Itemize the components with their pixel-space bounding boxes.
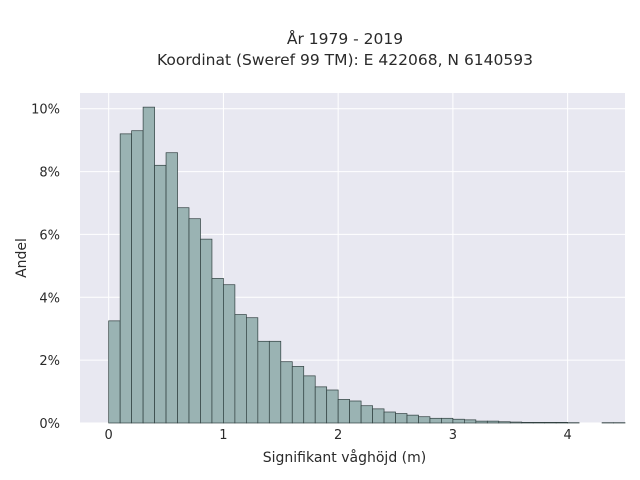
x-tick-label: 1 [219,428,227,443]
histogram-bar [188,218,201,424]
histogram-bar [246,317,259,424]
histogram-bar [337,399,350,424]
histogram-bar [280,361,293,424]
y-tick-label: 10% [31,103,60,118]
histogram-bar [154,164,167,424]
x-axis-label: Signifikant våghöjd (m) [263,449,426,466]
histogram-bar [349,400,362,424]
histogram-bar [119,133,132,424]
histogram-bar [544,422,557,424]
histogram-bar [486,420,500,424]
y-axis-ticks: 0% 2% 4% 6% 8% 10% [31,103,60,432]
histogram-bar [418,416,431,424]
histogram-bar [395,413,408,424]
histogram-bar [131,130,144,424]
histogram-bar [234,314,247,424]
histogram-bars [108,106,626,424]
y-axis-label: Andel [14,238,30,278]
histogram-bar [383,411,396,424]
histogram-bar [498,421,511,424]
histogram-bar [268,340,282,424]
histogram-bar [509,421,523,424]
x-tick-label: 0 [105,428,113,443]
chart-subtitle: Koordinat (Sweref 99 TM): E 422068, N 61… [157,51,533,69]
y-tick-label: 0% [39,417,60,432]
histogram-bar [429,417,442,424]
histogram-bar [314,386,328,424]
histogram-bar [223,284,236,424]
y-tick-label: 6% [39,228,60,243]
x-axis-ticks: 0 1 2 3 4 [105,428,572,443]
histogram-bar [257,340,270,424]
y-tick-label: 2% [39,354,60,369]
histogram-bar [291,366,305,424]
histogram-bar [532,422,546,424]
chart-title: År 1979 - 2019 [286,30,404,48]
histogram-bar [200,238,213,424]
histogram-bar [303,375,316,424]
histogram-bar [326,389,339,424]
histogram-bar [406,414,419,424]
histogram-bar [452,418,465,424]
x-tick-label: 3 [449,428,457,443]
histogram-bar [360,405,373,424]
histogram-bar [142,106,155,424]
x-tick-label: 2 [334,428,342,443]
histogram-bar [464,419,477,424]
y-tick-label: 4% [39,291,60,306]
y-tick-label: 8% [39,166,60,181]
x-tick-label: 4 [563,428,571,443]
histogram-bar [177,207,190,424]
histogram-bar [211,278,224,424]
histogram-bar [521,422,534,424]
histogram-bar [441,417,454,424]
histogram-bar [108,320,121,424]
histogram-bar [165,152,178,424]
histogram-bar [475,420,488,424]
histogram-bar [372,408,385,424]
histogram-bar [555,422,568,424]
